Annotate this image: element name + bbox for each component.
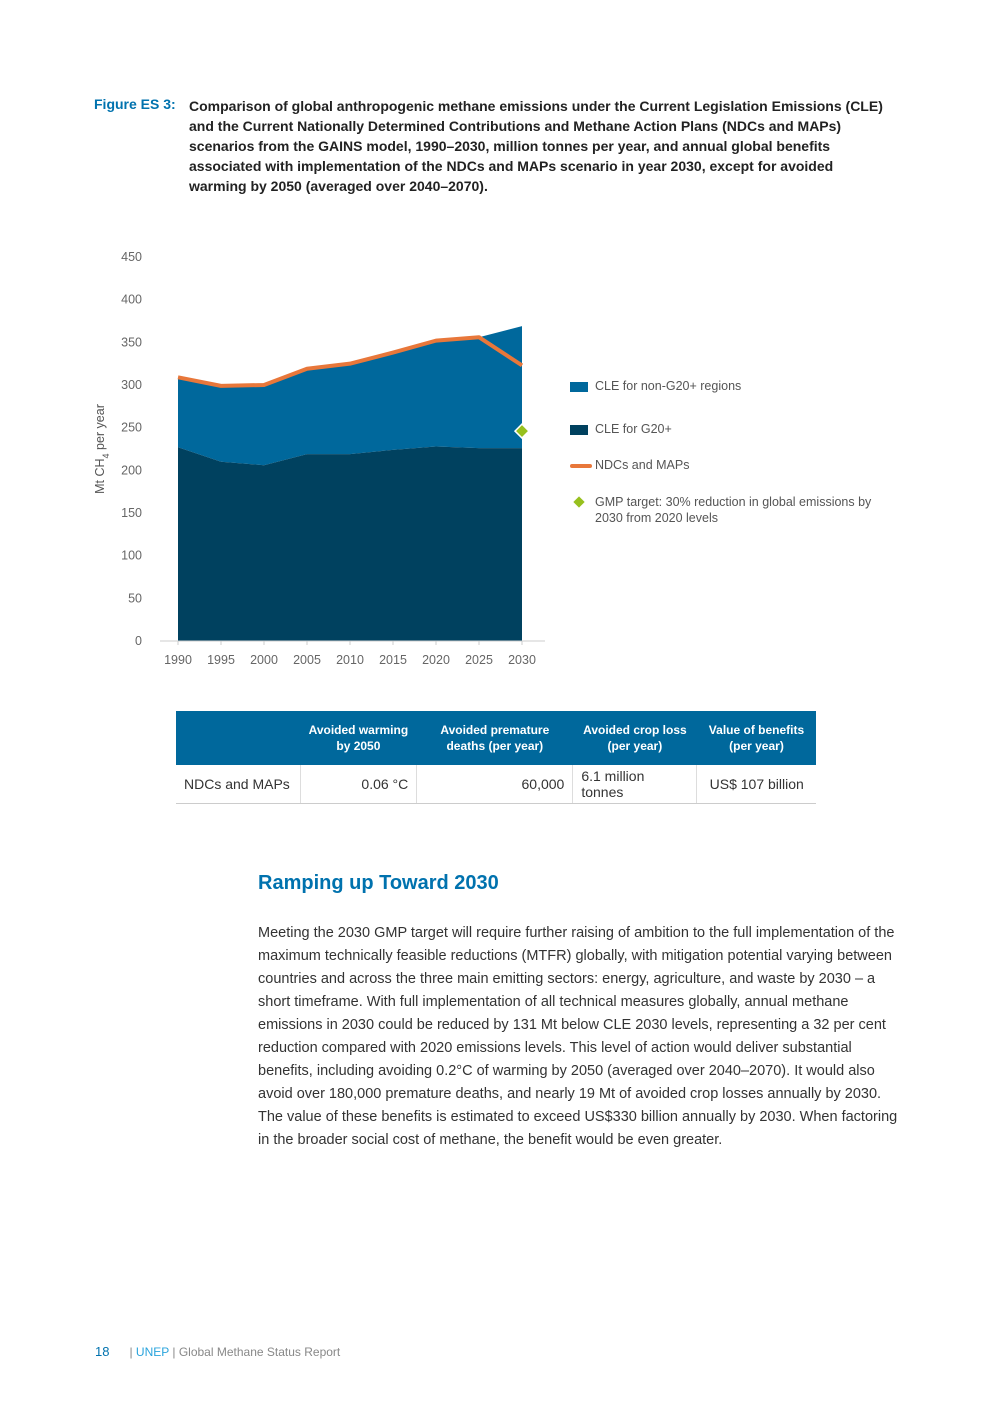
table-cell: US$ 107 billion <box>696 765 816 804</box>
area-cle-g20 <box>178 446 522 641</box>
table-row: NDCs and MAPs 0.06 °C 60,000 6.1 million to… <box>176 765 816 804</box>
y-tick-label: 350 <box>121 335 142 349</box>
area-cle-non-g20 <box>178 326 522 466</box>
y-tick-label: 300 <box>121 378 142 392</box>
section-body: Meeting the 2030 GMP target will require… <box>258 925 898 1148</box>
column-header: Avoided premature deaths (per year) <box>416 711 573 765</box>
page-number: 18 <box>95 1344 110 1359</box>
x-tick-label: 1995 <box>207 653 235 667</box>
line-ndcs-maps <box>177 335 524 388</box>
y-tick-label: 150 <box>121 506 142 520</box>
y-tick-label: 0 <box>135 634 142 648</box>
x-tick-label: 2025 <box>465 653 493 667</box>
y-tick-label: 250 <box>121 421 142 435</box>
y-tick-label: 100 <box>121 549 142 563</box>
column-header: Avoided crop loss (per year) <box>572 711 697 765</box>
figure-caption: Comparison of global anthropogenic metha… <box>189 98 883 194</box>
table-cell: 60,000 <box>416 765 574 804</box>
figure-label: Figure ES 3: <box>94 96 176 112</box>
y-tick-label: 50 <box>128 591 142 605</box>
benefits-table: Avoided warming by 2050 Avoided premature… <box>176 711 816 804</box>
emissions-chart: 1990 1995 2000 2005 2010 2015 2020 2025 2030 0 50 1… <box>93 250 545 667</box>
footer: 18 | UNEP | Global Methane Status Report <box>95 1344 340 1359</box>
gmp-target-marker <box>513 423 531 440</box>
x-tick-label: 2015 <box>379 653 407 667</box>
x-tick-label: 2010 <box>336 653 364 667</box>
legend-label: CLE for non-G20+ regions <box>595 379 742 393</box>
y-tick-label: 400 <box>121 293 142 307</box>
legend-swatch <box>570 382 588 392</box>
section-heading: Ramping up Toward 2030 <box>258 872 499 894</box>
legend-label: CLE for G20+ <box>595 422 672 436</box>
legend-line <box>570 464 592 468</box>
y-tick-label: 200 <box>121 463 142 477</box>
table-cell: 0.06 °C <box>300 765 418 804</box>
table-cell: 6.1 million tonnes <box>572 765 698 804</box>
footer-title: | Global Methane Status Report <box>169 1345 341 1359</box>
table-cell: NDCs and MAPs <box>176 765 301 804</box>
x-tick-label: 1990 <box>164 653 192 667</box>
x-tick-label: 2000 <box>250 653 278 667</box>
x-tick-label: 2030 <box>508 653 536 667</box>
x-tick-label: 2005 <box>293 653 321 667</box>
x-tick-label: 2020 <box>422 653 450 667</box>
y-tick-label: 450 <box>121 250 142 264</box>
table-header-row: Avoided warming by 2050 Avoided premature… <box>176 711 816 765</box>
legend-label: GMP target: 30% reduction in global emis… <box>595 495 872 525</box>
footer-brand: UNEP <box>135 1345 170 1359</box>
footer-separator: | <box>129 1345 136 1359</box>
column-header: Value of benefits (per year) <box>696 711 816 765</box>
legend-swatch <box>570 425 588 435</box>
column-header: Avoided warming by 2050 <box>300 711 417 765</box>
legend-label: NDCs and MAPs <box>595 458 690 472</box>
y-axis-label: Mt CH4 per year <box>93 404 111 494</box>
column-header <box>176 711 300 765</box>
